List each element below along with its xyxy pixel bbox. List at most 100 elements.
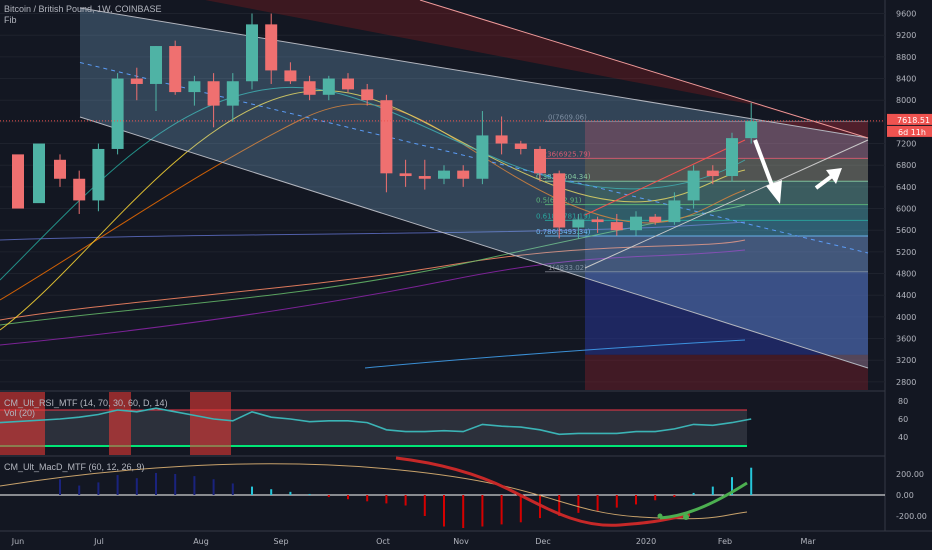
candle-body [706,170,719,177]
channel-fill [80,8,868,368]
candle-body [322,78,335,95]
resistance-line [419,0,869,139]
macd-histogram-bar [270,489,273,495]
moving-average-line [364,339,746,369]
price-axis-label: 2800 [896,378,916,387]
candle-body [534,148,546,174]
price-axis-label: 8800 [896,53,916,62]
macd-histogram-bar [212,479,215,495]
candles [12,13,758,239]
candle-body [54,159,66,179]
candle-body [745,120,758,139]
fib-retracement[interactable]: 0(7609.06)0.236(6925.79)0.382(6504.34)0.… [536,113,868,390]
macd-histogram-bar [577,495,580,513]
macd-line [395,456,691,527]
candle-body [399,173,412,177]
price-axis-label: 6000 [896,205,916,214]
candle-body [687,170,700,201]
rsi-line [0,407,752,436]
candle-body [591,219,604,223]
candle-body [342,78,354,90]
price-axis-label: 3600 [896,335,916,344]
moving-average-line [0,249,746,346]
macd-histogram-bar [519,495,522,523]
candle-body [668,200,681,223]
countdown-label: 6d 11h [898,128,926,137]
macd-histogram-bar [231,483,234,495]
candle-body [572,219,585,228]
price-axis-label: 6800 [896,161,916,170]
down-arrow-icon [753,139,775,189]
macd-histogram-bar [443,495,445,527]
candle-body [553,173,566,228]
time-axis-label: Dec [535,537,550,546]
fib-zone [585,354,868,390]
channel-mid [79,62,869,254]
up-arrow-icon [814,174,834,190]
price-axis-label: 9600 [896,10,916,19]
candle-body [207,81,220,106]
price-axis-label: 7200 [896,140,916,149]
time-axis[interactable]: Jun Jul Aug Sep Oct Nov Dec 2020 Feb Mar [11,537,817,546]
macd-histogram-bar [97,482,100,495]
candle-body [169,46,182,93]
macd-histogram-bar [174,474,177,495]
macd-histogram-bar [500,495,503,525]
time-axis-label: Aug [193,537,209,546]
time-axis-label: Mar [800,537,816,546]
macd-histogram-bar [731,477,733,495]
candle-body [12,154,24,209]
rsi-axis-label: 80 [898,397,908,406]
macd-histogram-bar [654,495,657,501]
price-axis-label: 4400 [896,291,916,300]
macd-histogram-bar [673,495,676,498]
candle-body [361,89,374,101]
price-axis-label: 5600 [896,226,916,235]
rsi-axis-label: 60 [898,415,908,424]
candle-body [476,135,489,179]
time-axis-label: Nov [453,537,469,546]
macd-histogram-bar [558,495,561,516]
time-axis-label: Sep [273,537,288,546]
macd-histogram-bar [692,492,695,495]
price-axis-label: 6400 [896,183,916,192]
macd-histogram-bar [135,478,138,495]
macd-histogram-bar [78,485,81,495]
macd-histogram-bar [116,475,119,495]
price-axis[interactable]: 2800 3200 3600 4000 4400 4800 5200 5600 6000 6400… [887,10,932,387]
time-axis-label: Jul [93,537,104,546]
candle-body [418,176,431,179]
candle-body [303,81,316,95]
candle-body [284,70,297,82]
fib-level-label: 1(4833.02) [548,264,587,272]
macd-cross-dot [657,513,663,519]
rsi-axis-label: 40 [898,433,908,442]
macd-line [659,481,748,520]
trend-line [584,139,746,216]
time-axis-label: 2020 [636,537,656,546]
macd-histogram-bar [59,479,61,495]
moving-average-line [0,103,746,301]
rsi-overbought-zone [190,392,231,455]
candle-body [226,81,239,106]
descending-channel[interactable] [79,0,869,369]
time-axis-label: Jun [11,537,25,546]
macd-histogram-bar [404,495,407,506]
time-axis-label: Feb [718,537,732,546]
channel-upper [79,7,869,139]
candle-body [457,170,470,179]
rsi-pane: 80 60 40 [0,392,908,455]
fib-level-label: 0.236(6925.79) [536,150,591,158]
candle-body [33,143,45,204]
price-axis-label: 8000 [896,96,916,105]
candle-body [630,216,642,231]
candle-body [610,222,623,231]
candle-body [188,81,201,93]
macd-histogram-bar [462,495,465,528]
fib-level-label: 0(7609.06) [548,113,587,121]
time-axis-label: Oct [376,537,390,546]
macd-histogram-bar [289,491,292,495]
macd-axis-label: 200.00 [896,470,924,479]
